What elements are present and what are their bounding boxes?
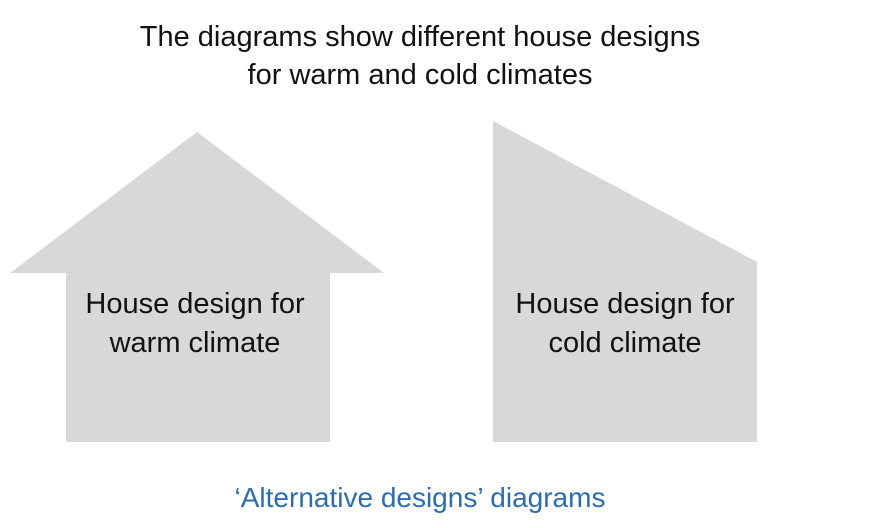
diagram-caption: ‘Alternative designs’ diagrams bbox=[234, 482, 606, 513]
cold-label-line-2: cold climate bbox=[548, 327, 702, 359]
diagram-title: The diagrams show different house design… bbox=[0, 18, 840, 94]
cold-climate-house-label: House design for cold climate bbox=[490, 285, 760, 363]
warm-climate-house-shape bbox=[10, 132, 384, 442]
warm-label-line-1: House design for bbox=[85, 288, 305, 320]
warm-label-line-2: warm climate bbox=[109, 327, 281, 359]
title-line-2: for warm and cold climates bbox=[247, 59, 593, 91]
cold-label-line-1: House design for bbox=[515, 288, 735, 320]
title-line-1: The diagrams show different house design… bbox=[139, 21, 701, 53]
warm-climate-house-label: House design for warm climate bbox=[60, 285, 330, 363]
cold-climate-house-shape bbox=[493, 121, 757, 442]
